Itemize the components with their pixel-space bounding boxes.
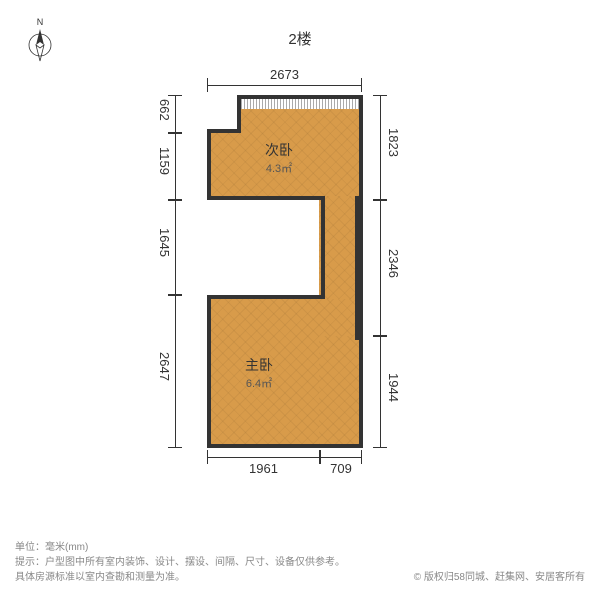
- dim-right-3: 1944: [386, 373, 401, 402]
- footer-unit: 单位：毫米(mm): [15, 540, 585, 555]
- compass-icon: N: [25, 15, 55, 70]
- dim-right-2: 2346: [386, 249, 401, 278]
- dim-bottom-1: 1961: [207, 461, 320, 476]
- dim-right-1: 1823: [386, 128, 401, 157]
- dim-left-2: 1159: [157, 147, 172, 175]
- footer-note1: 提示：户型图中所有室内装饰、设计、摆设、间隔、尺寸、设备仅供参考。: [15, 555, 585, 570]
- footer: 单位：毫米(mm) 提示：户型图中所有室内装饰、设计、摆设、间隔、尺寸、设备仅供…: [15, 540, 585, 585]
- floor-plan: 2673 662 1159 1645 2647 1823 2346 1944 1…: [155, 85, 445, 475]
- floor-title: 2楼: [288, 28, 311, 49]
- dim-left-1: 662: [157, 99, 172, 121]
- room-master-ext: [319, 336, 359, 444]
- dim-left-4: 2647: [157, 352, 172, 381]
- dim-left-3: 1645: [157, 228, 172, 257]
- label-secondary: 次卧 4.3㎡: [265, 140, 293, 176]
- label-master: 主卧 6.4㎡: [245, 355, 273, 391]
- dim-bottom-2: 709: [320, 461, 362, 476]
- svg-text:N: N: [37, 17, 44, 27]
- dim-top: 2673: [207, 67, 362, 82]
- copyright: © 版权归58同城、赶集网、安居客所有: [414, 570, 585, 585]
